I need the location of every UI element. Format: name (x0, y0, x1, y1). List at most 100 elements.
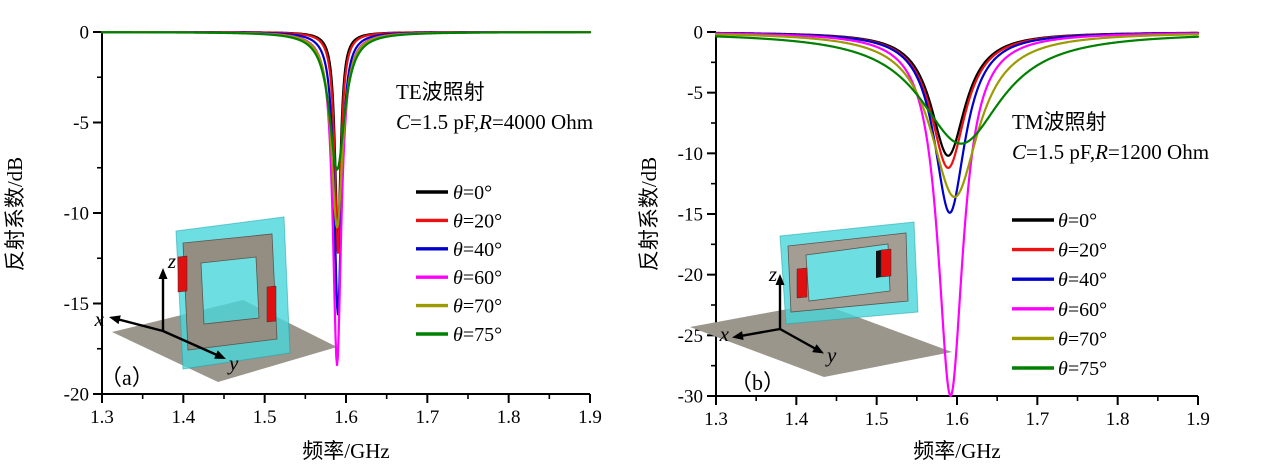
legend-item: θ=60° (1012, 299, 1107, 321)
chart-panel-b: 1.3 1.4 1.5 1.6 1.7 1.8 1.9 0 -5 -10 -15 -20 -25 -30 频… (637, 23, 1210, 464)
legend: θ=0° θ=20° θ=40° θ=60° θ=70° θ=75° (1012, 210, 1107, 380)
series-curve-5 (100, 31, 592, 171)
inset-axis-label-z: z (768, 262, 777, 286)
chart-annotation-line2: C=1.5 pF,R=4000 Ohm (396, 110, 593, 134)
y-tick-label: 0 (694, 23, 704, 44)
legend-label: θ=70° (453, 296, 502, 318)
chart-panel-a: 1.3 1.4 1.5 1.6 1.7 1.8 1.9 0 -5 -10 -15 -20 频率/GHz 反… (3, 23, 602, 464)
y-tick-label: -30 (678, 387, 703, 408)
inset-axis-y (779, 327, 817, 351)
inset-axis-y-head (812, 344, 824, 354)
inset-lumped-element (177, 255, 188, 293)
y-axis-label: 反射系数/dB (637, 157, 661, 271)
y-tick-label: -20 (64, 385, 89, 406)
inset-lumped-element (880, 248, 892, 278)
inset-ring (787, 232, 909, 313)
legend-label: θ=0° (453, 182, 492, 204)
legend-label: θ=40° (453, 239, 502, 261)
x-tick-label: 1.3 (704, 409, 728, 430)
inset-ring (182, 233, 278, 351)
legend-label: θ=0° (1058, 210, 1097, 232)
y-tick-label: -5 (687, 83, 703, 104)
inset-axis-label-z: z (167, 249, 176, 273)
x-tick-label: 1.5 (253, 407, 277, 428)
y-tick-label: -15 (64, 294, 89, 315)
inset-axis-label-x: x (719, 322, 730, 346)
inset-axis-z-head (158, 268, 168, 279)
chart-annotation-line2: C=1.5 pF,R=1200 Ohm (1012, 140, 1209, 164)
legend-label: θ=40° (1058, 269, 1107, 291)
x-tick-label: 1.8 (1106, 409, 1130, 430)
x-tick-label: 1.9 (1186, 409, 1210, 430)
x-tick-label: 1.4 (171, 407, 195, 428)
panel-label: （b） (730, 370, 785, 395)
series-curve-5 (714, 35, 1200, 145)
legend-label: θ=20° (1058, 240, 1107, 262)
chart-annotation-line1: TE波照射 (396, 80, 485, 104)
legend-label: θ=70° (1058, 328, 1107, 350)
panel-label: （a） (100, 365, 154, 390)
inset-axis-label-x: x (94, 307, 105, 331)
y-tick-label: -20 (678, 265, 703, 286)
legend-item: θ=20° (416, 210, 502, 232)
legend-item: θ=75° (416, 324, 502, 346)
inset-axis-z-head (775, 274, 785, 285)
x-tick-label: 1.4 (784, 409, 808, 430)
chart-annotation-line1: TM波照射 (1012, 110, 1107, 134)
x-axis-label: 频率/GHz (302, 439, 390, 463)
legend-item: θ=70° (1012, 328, 1107, 350)
inset-lumped-element (796, 267, 808, 299)
legend-item: θ=0° (416, 182, 492, 204)
inset-lumped-element (876, 250, 881, 278)
legend-item: θ=0° (1012, 210, 1097, 232)
inset-structure-a: z x y (94, 216, 337, 382)
legend-item: θ=75° (1012, 358, 1107, 380)
inset-lumped-element (266, 285, 277, 323)
y-tick-label: -10 (678, 144, 703, 165)
y-tick-label: -25 (678, 326, 703, 347)
legend-label: θ=60° (453, 267, 502, 289)
inset-axis-x (117, 318, 164, 333)
series-curve-3 (714, 32, 1200, 398)
x-tick-label: 1.8 (497, 407, 521, 428)
x-tick-label: 1.5 (865, 409, 889, 430)
inset-axis-y-head (214, 350, 226, 359)
inset-ground (690, 303, 952, 377)
legend-label: θ=75° (1058, 358, 1107, 380)
legend-label: θ=20° (453, 210, 502, 232)
legend-item: θ=70° (416, 296, 502, 318)
y-tick-label: -5 (73, 113, 89, 134)
inset-axis-label-y: y (227, 351, 239, 375)
y-tick-label: -15 (678, 205, 703, 226)
legend-item: θ=20° (1012, 240, 1107, 262)
y-axis-label: 反射系数/dB (3, 157, 27, 271)
legend-label: θ=75° (453, 324, 502, 346)
legend-item: θ=40° (416, 239, 502, 261)
inset-axis-x-head (109, 315, 121, 325)
inset-axis-label-y: y (825, 343, 837, 367)
series-curve-4 (714, 33, 1200, 199)
legend-item: θ=60° (416, 267, 502, 289)
series-curve-3 (100, 31, 592, 367)
inset-axis-y (162, 329, 219, 357)
legend: θ=0° θ=20° θ=40° θ=60° θ=70° θ=75° (416, 182, 502, 346)
x-tick-label: 1.3 (90, 407, 114, 428)
y-tick-label: -10 (64, 204, 89, 225)
series-curve-2 (714, 31, 1200, 214)
inset-axis-x (740, 327, 781, 338)
x-tick-label: 1.9 (578, 407, 602, 428)
legend-label: θ=60° (1058, 299, 1107, 321)
y-tick-label: 0 (80, 23, 90, 44)
x-tick-label: 1.6 (945, 409, 969, 430)
series-curve-0 (100, 30, 592, 240)
inset-axis-x-head (732, 331, 744, 341)
x-tick-label: 1.7 (1025, 409, 1049, 430)
inset-structure-b: z x y (690, 221, 952, 377)
x-axis-label: 频率/GHz (913, 439, 1001, 463)
x-tick-label: 1.7 (415, 407, 439, 428)
series-curve-0 (714, 31, 1200, 157)
series-curve-1 (100, 30, 592, 254)
legend-item: θ=40° (1012, 269, 1107, 291)
x-tick-label: 1.6 (334, 407, 358, 428)
